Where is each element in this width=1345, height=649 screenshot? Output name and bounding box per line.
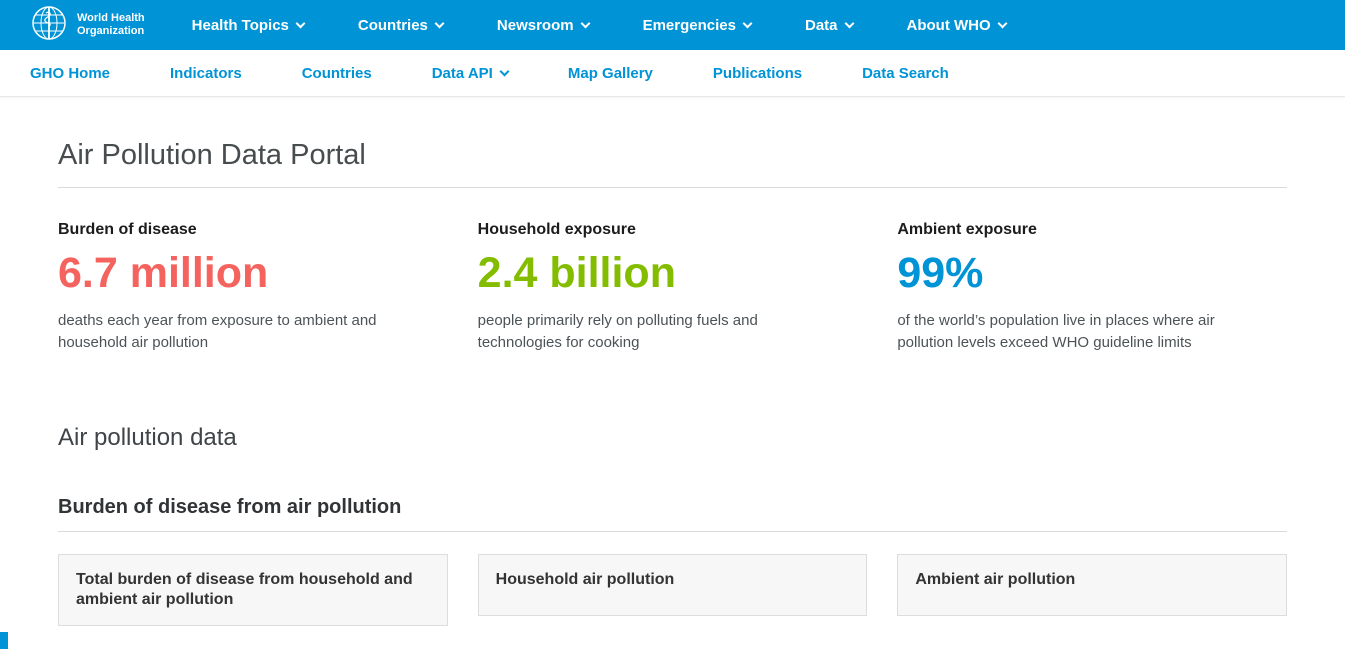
who-logo[interactable]: World Health Organization	[30, 4, 145, 47]
stat-burden-of-disease: Burden of disease 6.7 million deaths eac…	[58, 221, 448, 354]
nav-item-health-topics[interactable]: Health Topics	[165, 0, 331, 50]
who-logo-text: World Health Organization	[77, 11, 145, 37]
stat-ambient-exposure: Ambient exposure 99% of the world’s popu…	[897, 221, 1287, 354]
subsection-title-burden-of-disease: Burden of disease from air pollution	[58, 495, 402, 518]
subnav-item-gho-home[interactable]: GHO Home	[30, 64, 111, 82]
stat-value: 2.4 billion	[477, 249, 676, 297]
stats-row: Burden of disease 6.7 million deaths eac…	[58, 221, 1287, 354]
divider	[58, 530, 1287, 532]
stat-description: of the world’s population live in places…	[897, 312, 1215, 351]
stat-label: Burden of disease	[58, 221, 197, 238]
stat-description: deaths each year from exposure to ambien…	[58, 312, 377, 351]
subnav-item-indicators[interactable]: Indicators	[170, 64, 242, 82]
subnav-item-data-search[interactable]: Data Search	[862, 64, 949, 82]
stat-value: 99%	[897, 249, 984, 297]
card-total-burden[interactable]: Total burden of disease from household a…	[58, 553, 448, 626]
chevron-down-icon	[580, 18, 591, 28]
subnav-item-countries[interactable]: Countries	[301, 64, 372, 82]
bottom-left-blue-bar	[0, 632, 8, 649]
chevron-down-icon	[844, 18, 854, 28]
stat-label: Household exposure	[477, 221, 636, 238]
who-header-bar: World Health Organization Health Topics …	[0, 0, 1345, 50]
section-title-air-pollution-data: Air pollution data	[58, 423, 237, 451]
subnav-item-data-api[interactable]: Data API	[432, 65, 510, 82]
who-emblem-icon	[30, 4, 68, 47]
stat-label: Ambient exposure	[897, 221, 1037, 238]
stat-household-exposure: Household exposure 2.4 billion people pr…	[478, 221, 868, 354]
gho-subnav: GHO Home Indicators Countries Data API M…	[0, 50, 1345, 97]
stat-value: 6.7 million	[58, 249, 269, 297]
subnav-item-publications[interactable]: Publications	[712, 64, 803, 82]
nav-item-newsroom[interactable]: Newsroom	[470, 0, 616, 50]
card-household-air-pollution[interactable]: Household air pollution	[477, 553, 868, 616]
chevron-down-icon	[295, 18, 306, 28]
nav-item-emergencies[interactable]: Emergencies	[616, 0, 778, 50]
card-ambient-air-pollution[interactable]: Ambient air pollution	[897, 553, 1287, 616]
indicator-cards: Total burden of disease from household a…	[58, 553, 1287, 626]
stat-description: people primarily rely on polluting fuels…	[477, 312, 758, 351]
page-title: Air Pollution Data Portal	[58, 139, 366, 171]
nav-item-countries[interactable]: Countries	[331, 0, 470, 50]
chevron-down-icon	[499, 66, 510, 76]
chevron-down-icon	[434, 18, 445, 28]
chevron-down-icon	[742, 18, 753, 28]
nav-item-data[interactable]: Data	[778, 0, 880, 50]
divider	[58, 187, 1287, 188]
primary-nav: Health Topics Countries Newsroom Emergen…	[165, 0, 1033, 50]
subnav-item-map-gallery[interactable]: Map Gallery	[567, 64, 653, 82]
chevron-down-icon	[997, 18, 1008, 28]
nav-item-about-who[interactable]: About WHO	[880, 0, 1033, 50]
main-content: Air Pollution Data Portal Burden of dise…	[0, 139, 1345, 626]
